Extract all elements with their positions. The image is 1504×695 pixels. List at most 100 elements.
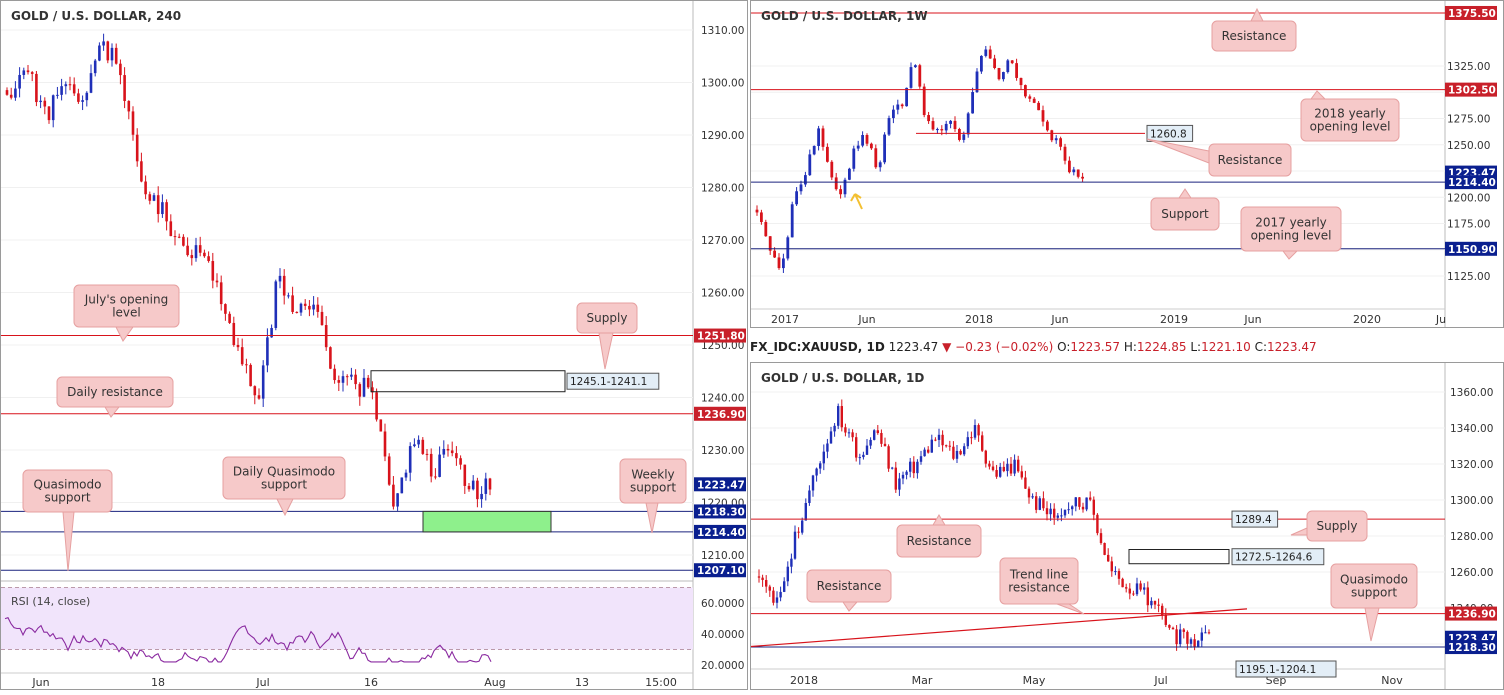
candle-body <box>5 90 9 95</box>
h4-price-tag-box <box>694 477 746 492</box>
candle-body <box>901 474 905 479</box>
candle-body <box>232 322 236 345</box>
candle-body <box>839 189 842 195</box>
daily-chart-panel[interactable]: 1360.00 1340.00 1320.00 1300.00 1280.00 1260.… <box>750 362 1504 690</box>
candle-body <box>963 446 966 455</box>
high-label: H: <box>1123 340 1137 354</box>
candle-body <box>833 425 836 432</box>
candle-body <box>362 377 366 397</box>
candle-body <box>274 281 278 328</box>
weekly-y-tick: 1325.00 <box>1447 61 1490 73</box>
h4-y-tick: 1300.00 <box>701 78 744 90</box>
candle-body <box>1096 514 1099 534</box>
candle-body <box>148 194 152 201</box>
weekly-price-tag: 1150.90 <box>1448 244 1496 256</box>
candle-body <box>1006 60 1010 73</box>
weekly-chart-panel[interactable]: 1325.001300.001275.001250.001225.001200.… <box>750 0 1504 328</box>
daily-chart[interactable]: 1360.00 1340.00 1320.00 1300.00 1280.00 1260.… <box>751 363 1504 690</box>
weekly-x-tick: Ju <box>1435 313 1446 326</box>
candle-body <box>952 446 955 459</box>
h4-price-tag-box <box>694 504 746 519</box>
candle-body <box>35 73 38 103</box>
candle-body <box>354 374 357 385</box>
weekly-y-tick: 1275.00 <box>1447 114 1490 126</box>
candle-body <box>194 245 198 259</box>
rsi-y-tick: 20.0000 <box>701 660 744 672</box>
candle-body <box>1031 496 1034 498</box>
daily-y-tick: 1340.00 <box>1450 423 1493 435</box>
candle-body <box>228 313 231 323</box>
candle-body <box>834 177 838 190</box>
candle-body <box>995 470 998 477</box>
2018-yearly-callout: opening level <box>1310 120 1391 134</box>
weekly-price-tag: 1302.50 <box>1448 85 1496 97</box>
h4-chart-panel[interactable]: 1310.00 1300.00 1290.00 1280.00 1270.00 1260.… <box>0 0 748 690</box>
low-label: L: <box>1190 340 1202 354</box>
h4-chart-title: GOLD / U.S. DOLLAR, 240 <box>11 9 182 23</box>
h4-y-tick: 1240.00 <box>701 393 744 405</box>
candle-body <box>471 480 475 490</box>
supply-callout: Supply <box>587 311 628 325</box>
candle-body <box>261 365 265 399</box>
candle-body <box>931 121 935 130</box>
weekly-price-tag: 1214.40 <box>1448 177 1496 189</box>
candle-body <box>77 93 80 102</box>
weekly-level-label: 1260.8 <box>1150 128 1187 140</box>
candle-body <box>1146 587 1149 606</box>
candle-body <box>941 434 944 446</box>
candle-body <box>1128 588 1131 594</box>
candle-body <box>1072 169 1076 173</box>
h4-chart[interactable]: 1310.00 1300.00 1290.00 1280.00 1270.00 1260.… <box>1 1 748 690</box>
candle-body <box>930 439 933 453</box>
candle-body <box>299 303 303 313</box>
candle-body <box>1150 600 1153 606</box>
candle-body <box>988 49 992 59</box>
candle-body <box>1117 571 1121 579</box>
candle-body <box>1114 571 1117 573</box>
h4-y-tick: 1310.00 <box>701 25 744 37</box>
candle-body <box>387 456 391 485</box>
candle-body <box>9 94 13 98</box>
daily-price-tag-box <box>1445 640 1497 655</box>
candle-body <box>1009 463 1013 474</box>
candle-body <box>999 466 1002 477</box>
daily-y-tick: 1260.00 <box>1450 567 1493 579</box>
july-opening-callout-pointer <box>115 326 134 342</box>
h4-x-tick: Aug <box>484 676 505 689</box>
candle-body <box>102 41 105 46</box>
candle-body <box>1204 632 1207 634</box>
daily-qm-callout-pointer <box>276 498 294 517</box>
weekly-chart[interactable]: 1325.001300.001275.001250.001225.001200.… <box>751 1 1504 328</box>
candle-body <box>127 100 131 112</box>
candle-body <box>1013 459 1016 474</box>
h4-price-tag-box <box>694 406 746 421</box>
h4-price-tag-box <box>694 524 746 539</box>
candle-body <box>843 179 847 195</box>
daily-level-label: 1289.4 <box>1235 514 1272 526</box>
candle-body <box>1002 72 1005 80</box>
candle-body <box>56 94 59 96</box>
h4-y-tick: 1260.00 <box>701 288 744 300</box>
candle-body <box>865 445 869 455</box>
candle-body <box>973 425 977 438</box>
weekly-y-tick: 1125.00 <box>1447 271 1490 283</box>
candle-body <box>790 558 793 567</box>
candle-body <box>345 376 349 378</box>
h4-y-tick: 1270.00 <box>701 235 744 247</box>
candle-body <box>480 493 483 500</box>
candle-body <box>1168 624 1171 628</box>
candle-body <box>47 106 51 121</box>
candle-body <box>918 65 922 87</box>
candle-body <box>119 63 122 76</box>
candle-body <box>1081 176 1084 179</box>
daily-x-tick: Nov <box>1381 674 1403 687</box>
candle-body <box>177 236 181 238</box>
candle-body <box>211 261 215 281</box>
yellow-arrow-icon <box>850 193 863 210</box>
candle-body <box>949 120 952 124</box>
candle-body <box>85 92 89 101</box>
candle-body <box>980 55 983 72</box>
2017-yearly-callout: opening level <box>1251 229 1332 243</box>
candle-body <box>249 364 252 387</box>
candle-body <box>765 580 768 587</box>
